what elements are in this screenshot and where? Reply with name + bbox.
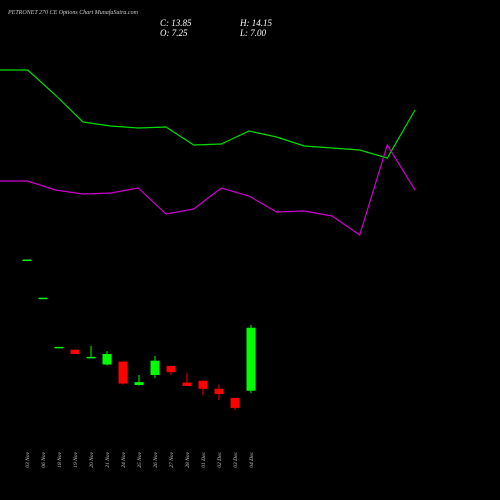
x-tick-label: 03 Dec (233, 451, 239, 467)
x-tick-label: 20 Nov (89, 451, 95, 467)
candle-body (198, 380, 208, 389)
x-tick-label: 06 Nov (41, 451, 47, 467)
candle-body (54, 346, 64, 349)
candle-body (102, 354, 112, 365)
x-tick-label: 02 Dec (217, 451, 223, 467)
candle-body (134, 382, 144, 386)
candle-body (230, 397, 240, 408)
x-tick-label: 19 Nov (73, 451, 79, 467)
x-tick-label: 18 Nov (57, 451, 63, 467)
x-tick-label: 25 Nov (137, 451, 143, 467)
candle-body (22, 259, 32, 262)
candle-body (246, 327, 256, 391)
candle-body (70, 349, 80, 355)
chart-title: PETRONET 270 CE Options Chart MunafaSutr… (7, 9, 139, 16)
x-tick-label: 24 Nov (120, 451, 127, 467)
indicator-line (0, 69, 416, 159)
x-tick-label: 04 Dec (248, 451, 255, 467)
open-stat: O: 7.25 (160, 28, 188, 38)
candle-body (38, 297, 48, 300)
x-tick-label: 03 Nov (25, 451, 31, 467)
high-stat: H: 14.15 (239, 18, 272, 28)
x-tick-label: 01 Dec (201, 451, 207, 467)
x-tick-label: 26 Nov (153, 451, 159, 467)
x-tick-label: 27 Nov (169, 451, 175, 467)
x-tick-label: 21 Nov (105, 451, 111, 467)
indicator-line (0, 143, 416, 236)
candle-body (150, 360, 160, 375)
x-tick-label: 28 Nov (185, 451, 191, 467)
candle-body (182, 382, 192, 386)
candle-body (86, 356, 96, 359)
candle-body (214, 388, 224, 395)
candle-body (118, 361, 128, 384)
close-stat: C: 13.85 (160, 18, 192, 28)
low-stat: L: 7.00 (239, 28, 267, 38)
candle-body (166, 365, 176, 373)
